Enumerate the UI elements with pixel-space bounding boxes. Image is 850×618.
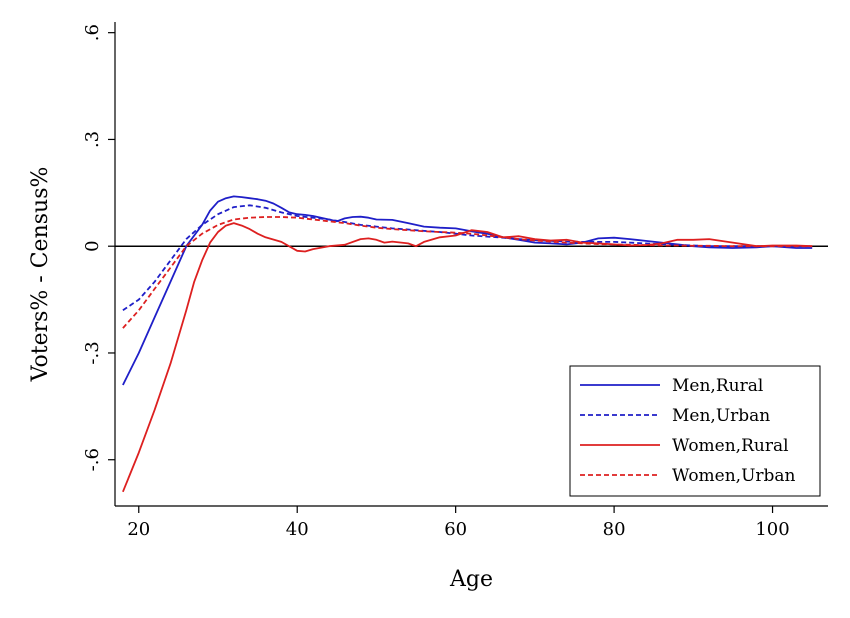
y-axis-label: Voters% - Census% xyxy=(28,167,53,383)
x-axis-label: Age xyxy=(449,567,493,592)
y-tick-label: -.6 xyxy=(82,448,103,471)
x-tick-label: 80 xyxy=(603,519,626,540)
series-lines xyxy=(122,195,813,493)
x-tick-label: 40 xyxy=(286,519,309,540)
series-line-men-rural xyxy=(122,195,813,386)
legend-label-men-urban: Men,Urban xyxy=(672,406,770,426)
series-line-women-urban xyxy=(122,216,813,329)
x-tick-label: 20 xyxy=(127,519,150,540)
y-tick-label: .3 xyxy=(82,131,103,148)
legend-label-women-rural: Women,Rural xyxy=(672,436,789,456)
series-line-men-urban xyxy=(122,204,813,312)
y-tick-label: -.3 xyxy=(82,341,103,364)
legend-label-men-rural: Men,Rural xyxy=(672,376,763,396)
legend-box xyxy=(569,365,821,497)
y-tick-label: 0 xyxy=(82,240,103,251)
legend-label-women-urban: Women,Urban xyxy=(672,466,796,486)
axes: -.6 -.3 0 .3 .6 20 40 60 80 100 xyxy=(82,22,828,540)
x-tick-label: 60 xyxy=(444,519,467,540)
y-tick-label: .6 xyxy=(82,24,103,41)
series-line-women-rural xyxy=(122,222,813,493)
legend: Men,Rural Men,Urban Women,Rural Women,Urban xyxy=(569,365,821,497)
x-tick-label: 100 xyxy=(755,519,789,540)
